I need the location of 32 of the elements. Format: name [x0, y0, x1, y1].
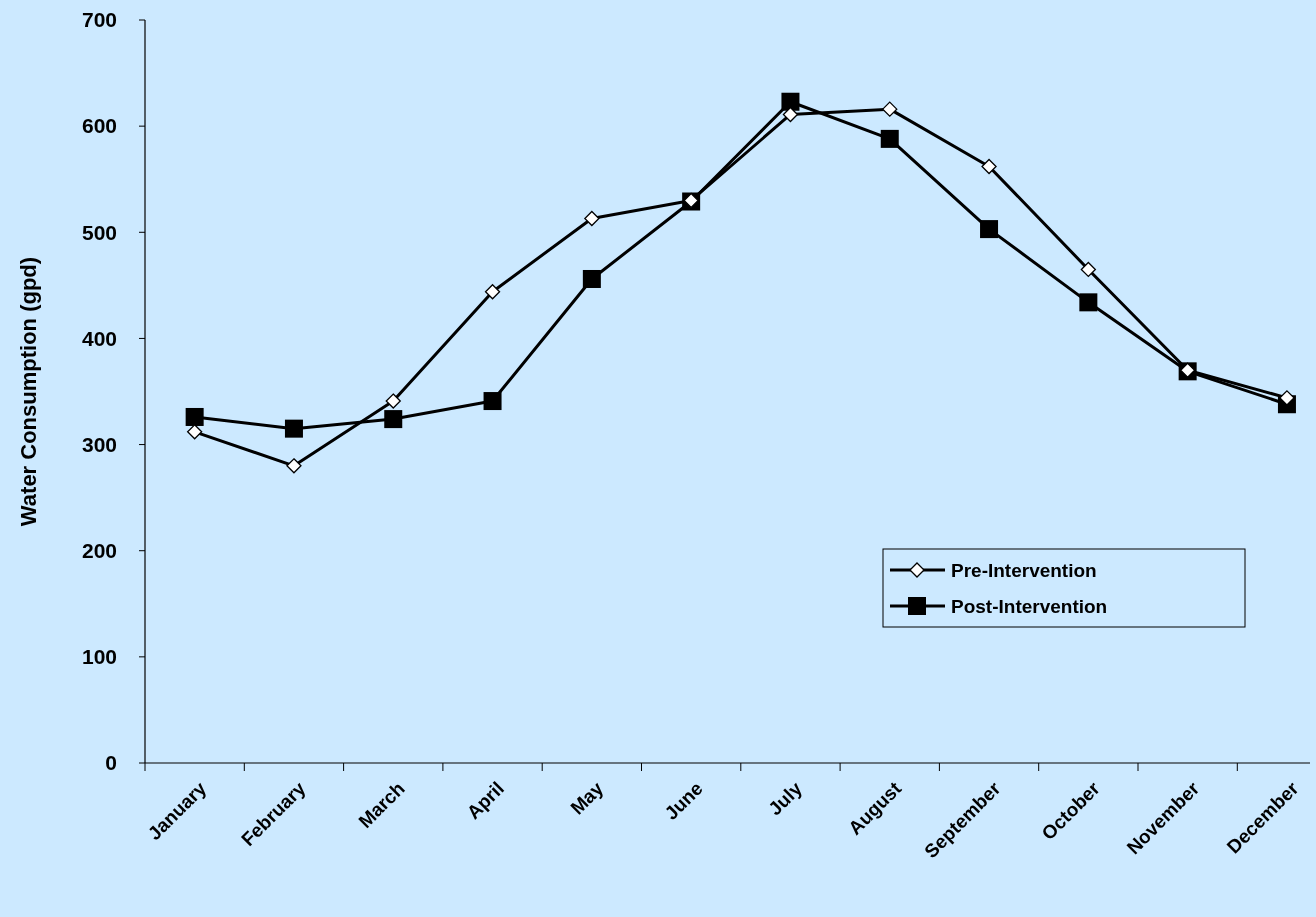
- point: [1079, 293, 1098, 312]
- point: [981, 158, 997, 175]
- y-tick-label: 0: [105, 751, 117, 775]
- point: [384, 410, 403, 429]
- legend-label: Pre-Intervention: [951, 559, 1097, 581]
- point: [187, 424, 203, 440]
- point: [484, 284, 501, 300]
- point: [882, 101, 898, 117]
- y-tick-label: 700: [81, 8, 117, 32]
- y-axis-title: Water Consumption (gpd): [16, 256, 41, 527]
- point: [880, 129, 899, 148]
- point: [483, 392, 502, 411]
- y-tick-label: 300: [81, 432, 117, 456]
- legend-label: Post-Intervention: [951, 595, 1108, 617]
- point: [782, 106, 799, 123]
- point: [980, 220, 999, 239]
- point: [781, 92, 800, 111]
- y-tick-label: 400: [81, 326, 117, 350]
- x-tick-label: May: [566, 777, 608, 819]
- point: [584, 210, 600, 227]
- y-tick-label: 200: [81, 539, 117, 563]
- x-tick-label: July: [764, 777, 807, 820]
- point: [286, 458, 302, 474]
- y-tick-label: 500: [81, 220, 117, 244]
- point: [185, 407, 204, 426]
- point: [284, 419, 303, 438]
- y-tick-label: 600: [81, 114, 117, 138]
- point: [1279, 390, 1295, 406]
- point: [582, 269, 601, 288]
- y-tick-label: 100: [81, 645, 117, 669]
- point: [385, 393, 401, 409]
- point: [1080, 261, 1096, 278]
